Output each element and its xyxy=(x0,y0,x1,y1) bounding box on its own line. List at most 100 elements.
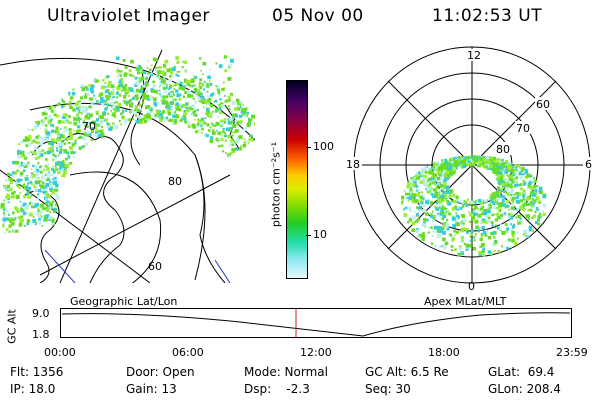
emission-pixel xyxy=(418,173,422,177)
emission-pixel xyxy=(247,122,251,126)
emission-pixel xyxy=(47,178,50,181)
emission-pixel xyxy=(63,101,66,104)
emission-pixel xyxy=(222,127,225,131)
emission-pixel xyxy=(240,106,243,109)
altitude-ytick: 1.8 xyxy=(32,328,50,341)
emission-pixel xyxy=(95,128,99,132)
emission-pixel xyxy=(423,182,428,186)
emission-pixel xyxy=(499,214,503,218)
emission-pixel xyxy=(514,205,516,208)
emission-pixel xyxy=(435,165,438,169)
emission-pixel xyxy=(170,105,172,107)
emission-pixel xyxy=(537,215,541,219)
emission-pixel xyxy=(15,180,19,185)
emission-pixel xyxy=(490,231,494,235)
emission-pixel xyxy=(37,193,40,196)
emission-pixel xyxy=(505,240,507,243)
emission-pixel xyxy=(121,116,124,119)
emission-pixel xyxy=(179,119,183,123)
emission-pixel xyxy=(116,108,120,112)
emission-pixel xyxy=(136,78,140,82)
coastline xyxy=(214,259,231,283)
emission-pixel xyxy=(435,186,439,189)
emission-pixel xyxy=(52,200,55,203)
emission-pixel xyxy=(230,110,233,113)
emission-pixel xyxy=(463,200,465,202)
emission-pixel xyxy=(462,164,466,169)
emission-pixel xyxy=(510,183,513,185)
emission-pixel xyxy=(48,141,52,145)
emission-pixel xyxy=(488,205,492,209)
emission-pixel xyxy=(23,183,26,186)
emission-pixel xyxy=(527,183,532,188)
emission-pixel xyxy=(49,183,53,186)
emission-pixel xyxy=(59,136,62,140)
emission-pixel xyxy=(111,122,115,125)
emission-pixel xyxy=(57,182,60,185)
emission-pixel xyxy=(443,178,448,182)
emission-pixel xyxy=(41,140,44,143)
emission-pixel xyxy=(38,221,42,225)
emission-pixel xyxy=(98,121,102,124)
altitude-ylabel: GC Alt xyxy=(5,309,19,344)
emission-pixel xyxy=(199,86,203,90)
emission-pixel xyxy=(455,212,458,214)
emission-pixel xyxy=(483,231,487,235)
emission-pixel xyxy=(162,117,166,122)
emission-pixel xyxy=(510,211,513,213)
emission-pixel xyxy=(46,200,49,204)
emission-pixel xyxy=(504,170,508,174)
emission-pixel xyxy=(105,75,109,79)
emission-pixel xyxy=(95,135,98,138)
emission-pixel xyxy=(461,159,464,163)
emission-pixel xyxy=(140,87,144,90)
emission-pixel xyxy=(494,171,497,174)
emission-pixel xyxy=(533,185,536,188)
emission-pixel xyxy=(157,101,160,105)
emission-pixel xyxy=(229,94,232,96)
emission-pixel xyxy=(135,114,137,117)
emission-pixel xyxy=(494,162,498,166)
emission-pixel xyxy=(440,171,444,174)
emission-pixel xyxy=(34,157,38,160)
emission-pixel xyxy=(449,192,452,195)
emission-pixel xyxy=(446,200,448,203)
emission-pixel xyxy=(137,77,141,81)
emission-pixel xyxy=(57,121,61,124)
emission-pixel xyxy=(465,248,468,251)
coastline xyxy=(44,249,76,283)
emission-pixel xyxy=(172,93,175,96)
emission-pixel xyxy=(437,212,440,215)
emission-pixel xyxy=(503,181,506,184)
emission-pixel xyxy=(181,66,184,69)
emission-pixel xyxy=(169,118,173,123)
emission-pixel xyxy=(100,103,103,106)
emission-pixel xyxy=(454,248,457,251)
emission-pixel xyxy=(68,162,71,165)
emission-pixel xyxy=(187,121,191,125)
emission-pixel xyxy=(497,186,500,190)
emission-pixel xyxy=(511,225,516,229)
emission-pixel xyxy=(173,111,176,114)
emission-pixel xyxy=(76,107,80,111)
emission-pixel xyxy=(496,226,500,230)
emission-pixel xyxy=(498,209,502,212)
emission-pixel xyxy=(251,114,255,119)
emission-pixel xyxy=(512,166,514,169)
emission-pixel xyxy=(55,183,59,188)
emission-pixel xyxy=(129,73,132,77)
emission-pixel xyxy=(54,106,56,108)
emission-pixel xyxy=(453,157,456,160)
emission-pixel xyxy=(177,74,180,77)
emission-pixel xyxy=(504,169,507,172)
emission-pixel xyxy=(441,159,445,162)
emission-pixel xyxy=(439,211,444,216)
emission-pixel xyxy=(60,140,64,143)
emission-pixel xyxy=(224,69,228,73)
emission-pixel xyxy=(11,191,15,196)
lat-circle xyxy=(29,102,206,281)
emission-pixel xyxy=(422,232,425,235)
emission-pixel xyxy=(168,78,172,82)
emission-pixel xyxy=(18,223,23,227)
emission-pixel xyxy=(227,105,230,108)
